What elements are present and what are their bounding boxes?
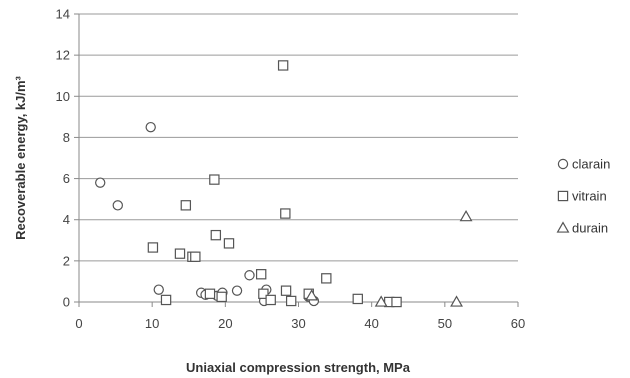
point-vitrain xyxy=(204,288,216,299)
point-clarain xyxy=(231,285,243,296)
data-points xyxy=(95,60,473,308)
point-vitrain xyxy=(190,251,201,262)
x-tick-label: 30 xyxy=(291,316,305,331)
x-axis-title: Uniaxial compression strength, MPa xyxy=(186,360,411,375)
point-durain xyxy=(374,295,388,307)
point-clarain xyxy=(95,177,106,188)
legend-marker-vitrain xyxy=(557,190,569,202)
x-tick-label: 10 xyxy=(145,316,159,331)
y-tick-label: 2 xyxy=(63,253,70,268)
point-vitrain xyxy=(210,229,222,241)
point-vitrain xyxy=(216,291,227,303)
y-tick-label: 12 xyxy=(56,48,70,63)
point-vitrain xyxy=(180,200,192,211)
legend-label-clarain: clarain xyxy=(572,157,610,172)
y-tick-label: 0 xyxy=(63,295,70,310)
legend-entry-clarain: clarain xyxy=(557,157,610,172)
legend: clarain vitrain durain xyxy=(556,157,610,236)
legend-marker-durain xyxy=(556,221,570,233)
point-vitrain xyxy=(209,174,220,185)
point-vitrain xyxy=(160,294,172,306)
legend-marker-clarain xyxy=(557,158,569,170)
point-clarain xyxy=(244,270,255,281)
x-tick-label: 20 xyxy=(218,316,232,331)
point-vitrain xyxy=(280,285,292,296)
y-axis-title: Recoverable energy, kJ/m³ xyxy=(13,75,28,239)
x-tick-label: 50 xyxy=(438,316,452,331)
point-vitrain xyxy=(147,242,159,253)
point-vitrain xyxy=(280,208,291,219)
y-tick-label: 8 xyxy=(63,130,70,145)
gridlines xyxy=(79,13,518,262)
tick-labels: 0 2 4 6 8 10 12 14 0 10 20 30 40 50 60 xyxy=(56,7,526,332)
point-vitrain xyxy=(277,60,289,71)
y-tick-label: 4 xyxy=(63,212,70,227)
legend-label-vitrain: vitrain xyxy=(572,189,607,204)
point-vitrain xyxy=(285,295,297,307)
point-clarain xyxy=(153,284,164,295)
point-durain xyxy=(305,289,319,301)
point-durain xyxy=(459,210,473,222)
axes xyxy=(74,13,519,307)
point-vitrain xyxy=(391,296,402,308)
y-tick-label: 14 xyxy=(56,7,70,22)
point-vitrain xyxy=(255,269,267,280)
point-clarain xyxy=(145,121,156,133)
legend-entry-vitrain: vitrain xyxy=(557,189,607,204)
x-tick-label: 0 xyxy=(75,316,82,331)
y-tick-label: 10 xyxy=(56,89,70,104)
point-vitrain xyxy=(265,294,276,306)
x-tick-label: 60 xyxy=(511,316,525,331)
point-vitrain xyxy=(174,248,186,259)
point-vitrain xyxy=(223,238,235,249)
point-vitrain xyxy=(352,293,363,305)
point-durain xyxy=(450,295,463,307)
point-clarain xyxy=(112,200,123,211)
point-vitrain xyxy=(258,288,269,299)
point-vitrain xyxy=(321,273,332,284)
legend-label-durain: durain xyxy=(572,221,608,236)
y-tick-label: 6 xyxy=(63,171,70,186)
x-tick-label: 40 xyxy=(364,316,378,331)
legend-entry-durain: durain xyxy=(556,221,608,236)
